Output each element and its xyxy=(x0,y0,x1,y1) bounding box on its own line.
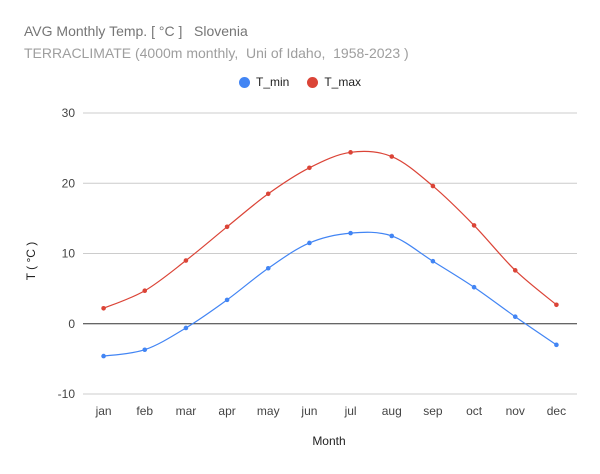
data-point-t-max xyxy=(389,154,395,159)
x-tick-label: mar xyxy=(176,404,197,418)
data-point-t-max xyxy=(142,288,148,294)
data-point-t-max xyxy=(512,268,518,273)
x-axis-label: Month xyxy=(312,434,346,448)
x-tick-label: feb xyxy=(136,404,153,418)
x-tick-label: jun xyxy=(300,404,317,418)
y-tick-label: -10 xyxy=(58,387,76,401)
data-point-t-min xyxy=(471,284,477,290)
x-tick-label: nov xyxy=(506,404,525,418)
data-point-t-max xyxy=(183,258,189,263)
data-point-t-max xyxy=(307,165,312,171)
x-tick-label: jan xyxy=(95,404,112,418)
legend-item-tmax[interactable]: T_max xyxy=(307,75,361,89)
y-tick-label: 10 xyxy=(62,247,76,261)
legend-swatch-tmin xyxy=(238,76,250,88)
data-point-t-min xyxy=(224,297,230,303)
y-tick-label: 0 xyxy=(68,317,75,331)
legend: T_min T_max xyxy=(0,75,600,89)
legend-swatch-tmax xyxy=(307,76,319,88)
series-line-t-min xyxy=(103,231,557,357)
x-tick-label: apr xyxy=(218,404,235,418)
x-tick-label: aug xyxy=(382,404,402,418)
data-point-t-min xyxy=(307,240,312,246)
data-point-t-max xyxy=(101,305,106,311)
x-tick-label: jul xyxy=(344,404,357,418)
data-point-t-min xyxy=(512,314,518,320)
chart-title: AVG Monthly Temp. [ °C ] Slovenia xyxy=(24,23,248,39)
legend-label-tmin: T_min xyxy=(255,75,290,89)
legend-item-tmin[interactable]: T_min xyxy=(238,75,290,89)
y-tick-label: 20 xyxy=(62,176,76,190)
x-tick-label: dec xyxy=(547,404,566,418)
chart-subtitle: TERRACLIMATE (4000m monthly, Uni of Idah… xyxy=(24,45,409,61)
data-point-t-min xyxy=(183,325,189,331)
x-tick-label: oct xyxy=(466,404,483,418)
data-point-t-min xyxy=(142,347,148,353)
legend-label-tmax: T_max xyxy=(324,75,362,89)
data-point-t-max xyxy=(348,150,353,155)
data-point-t-min xyxy=(389,233,395,239)
data-point-t-min xyxy=(554,342,559,348)
data-point-t-max xyxy=(265,191,271,197)
data-point-t-max xyxy=(430,183,436,189)
x-tick-label: sep xyxy=(423,404,443,418)
data-point-t-min xyxy=(430,258,436,264)
data-point-t-max xyxy=(471,223,477,228)
x-tick-label: may xyxy=(257,404,280,418)
data-point-t-max xyxy=(554,302,559,308)
y-axis-label: T ( °C ) xyxy=(24,241,38,281)
data-point-t-min xyxy=(101,353,106,359)
series-line-t-max xyxy=(103,150,557,309)
data-point-t-min xyxy=(348,230,353,236)
data-point-t-max xyxy=(224,224,230,230)
y-tick-label: 30 xyxy=(62,106,76,120)
data-point-t-min xyxy=(265,265,271,271)
